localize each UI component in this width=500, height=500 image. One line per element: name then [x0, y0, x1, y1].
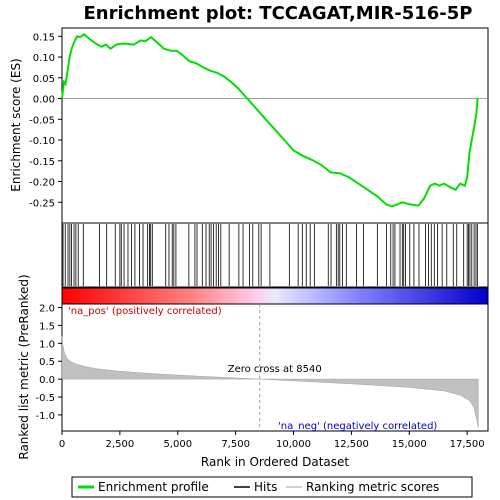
metric-ytick-label: -0.5	[35, 393, 55, 404]
es-ytick-label: 0.00	[33, 95, 55, 106]
hits-panel	[61, 222, 489, 288]
metric-ytick-label: -1.0	[35, 411, 55, 422]
es-ytick-label: 0.15	[33, 32, 55, 43]
es-ytick-label: -0.10	[29, 136, 55, 147]
x-tick-label: 7,500	[221, 439, 250, 450]
x-tick-label: 2,500	[106, 439, 135, 450]
metric-ytick-label: 0.5	[39, 357, 55, 368]
x-tick-label: 12,500	[334, 439, 369, 450]
es-ytick-label: 0.05	[33, 74, 55, 85]
metric-ylabel: Ranked list metric (PreRanked)	[17, 274, 31, 459]
hits-panel-frame	[61, 222, 489, 288]
neg-label: 'na_neg' (negatively correlated)	[278, 421, 437, 432]
chart-title: Enrichment plot: TCCAGAT,MIR-516-5P	[84, 3, 473, 24]
legend: Enrichment profile Hits Ranking metric s…	[71, 476, 473, 498]
x-tick-label: 0	[59, 439, 65, 450]
metric-panel: 2.0 1.5 1.0 0.5 0.0 -0.5 -1.0 Zero cross at 85…	[17, 274, 489, 460]
legend-frame	[71, 476, 473, 498]
pos-label: 'na_pos' (positively correlated)	[68, 306, 222, 317]
x-axis-label: Rank in Ordered Dataset	[201, 455, 349, 469]
metric-ytick-label: 1.5	[39, 321, 55, 332]
legend-metric-label: Ranking metric scores	[306, 480, 439, 494]
legend-profile-label: Enrichment profile	[98, 480, 209, 494]
es-ytick-label: -0.05	[29, 115, 55, 126]
metric-ytick-label: 0.0	[39, 375, 55, 386]
x-tick-label: 17,500	[450, 439, 485, 450]
es-ytick-label: -0.20	[29, 178, 55, 189]
metric-area	[61, 336, 479, 428]
es-ytick-label: -0.25	[29, 198, 55, 209]
metric-ytick-label: 1.0	[39, 339, 55, 350]
x-tick-label: 15,000	[392, 439, 427, 450]
legend-hits-label: Hits	[254, 480, 277, 494]
es-panel-frame	[61, 27, 489, 224]
es-line	[61, 32, 479, 208]
es-ylabel: Enrichment score (ES)	[9, 58, 23, 191]
zero-cross-label: Zero cross at 8540	[228, 364, 322, 375]
rank-colorbar	[61, 287, 489, 305]
es-panel: 0.15 0.10 0.05 0.00 -0.05 -0.10 -0.15 -0.20 -0.2…	[9, 27, 489, 224]
metric-panel-frame	[61, 303, 489, 432]
metric-ytick-label: 2.0	[39, 304, 55, 315]
x-tick-label: 10,000	[276, 439, 311, 450]
x-tick-label: 5,000	[163, 439, 192, 450]
es-ytick-label: 0.10	[33, 53, 55, 64]
es-ytick-label: -0.15	[29, 157, 55, 168]
